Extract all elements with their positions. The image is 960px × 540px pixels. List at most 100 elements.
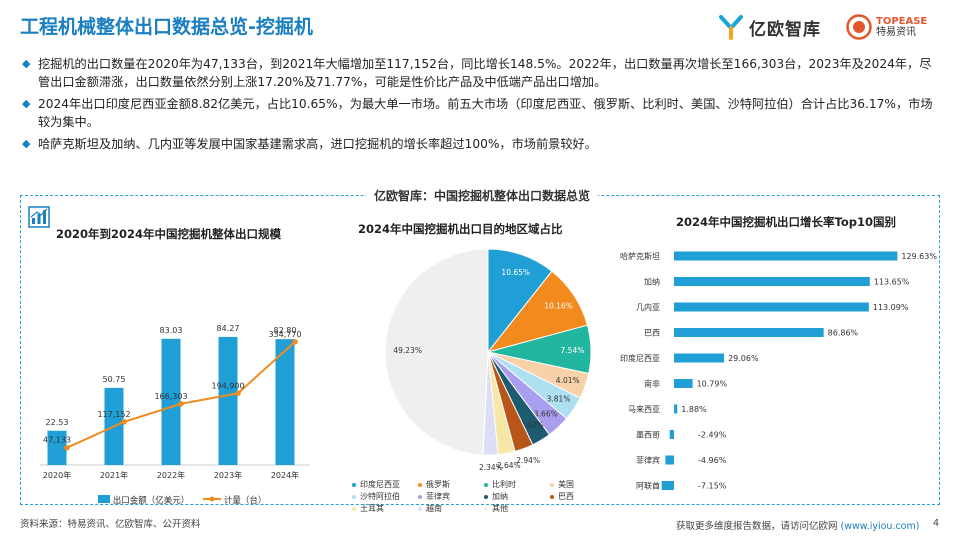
legend-swatch [418, 482, 422, 487]
pie-legend-item: 越南 [418, 503, 442, 514]
legend-swatch [550, 482, 554, 487]
legend-item-amount: 出口金额（亿美元） [98, 494, 189, 506]
legend-swatch [484, 506, 488, 511]
export-scale-chart: 22.53 2020年 50.75 2021年 83.03 2022年 84.27 2023年… [40, 324, 310, 480]
pie-value-label: 3.81% [547, 394, 571, 403]
pie-legend-item: 巴西 [550, 491, 574, 502]
bar-mark [161, 338, 181, 465]
hbar-category-label: 马来西亚 [628, 405, 660, 414]
legend-swatch [484, 494, 488, 499]
line-value-label: 47,133 [43, 436, 71, 445]
source-note: 资料来源：特易资讯、亿欧智库、公开资料 [20, 519, 201, 530]
legend-label: 计量（台） [223, 496, 267, 506]
line-value-label: 166,303 [154, 392, 187, 401]
legend-swatch [352, 482, 356, 487]
hbar-value-label: 129.63% [901, 252, 937, 261]
legend-swatch [550, 494, 554, 499]
x-tick-label: 2021年 [100, 470, 128, 480]
hbar-mark [674, 277, 870, 286]
page-title: 工程机械整体出口数据总览-挖掘机 [20, 16, 313, 38]
pie-legend-item: 比利时 [484, 479, 516, 490]
pie-value-label: 2.34% [479, 463, 503, 472]
hbar-mark [674, 328, 824, 337]
bar-mark [218, 336, 238, 465]
pie-value-label: 7.54% [561, 346, 585, 355]
topease-logo-icon [846, 14, 872, 40]
topease-logo-en: TOPEASE [876, 15, 928, 27]
pie-value-label: 4.01% [556, 376, 580, 385]
hbar-mark [674, 353, 725, 363]
hbar-mark [665, 455, 674, 465]
legend-label: 俄罗斯 [426, 480, 450, 489]
pie-slice [384, 248, 489, 456]
line-value-label: 334,770 [268, 330, 301, 339]
hbar-value-label: 29.06% [728, 354, 759, 363]
yiou-logo: 亿欧智库 [718, 14, 821, 40]
legend-label: 沙特阿拉伯 [360, 492, 400, 501]
legend-label: 土耳其 [360, 504, 384, 513]
pie-value-label: 10.16% [544, 302, 573, 311]
hbar-value-label: 1.88% [681, 405, 707, 414]
bar-value-label: 83.03 [160, 326, 183, 335]
hbar-mark [661, 481, 674, 490]
hbar-category-label: 南非 [644, 379, 660, 389]
pie-value-label: 2.94% [516, 456, 540, 465]
page-number: 4 [933, 518, 940, 529]
x-tick-label: 2024年 [271, 470, 299, 480]
growth-rate-chart: 哈萨克斯坦 129.63% 加纳 113.65% 几内亚 113.09% 巴西 86.86% 印… [620, 251, 937, 491]
footer-more-text: 获取更多维度报告数据，请访问亿欧网 [676, 521, 838, 532]
bullet-text: 挖掘机的出口数量在2020年为47,133台，到2021年大幅增加至117,15… [38, 57, 932, 89]
bar-mark [275, 339, 295, 465]
topease-logo: TOPEASE 特易资讯 [846, 14, 927, 40]
legend-label: 越南 [426, 504, 442, 513]
hbar-category-label: 加纳 [644, 277, 660, 287]
bar-chart-icon [28, 206, 50, 228]
bar-mark [47, 430, 67, 465]
bar-value-label: 84.27 [217, 324, 240, 333]
bullet-text: 哈萨克斯坦及加纳、几内亚等发展中国家基建需求高，进口挖掘机的增长率超过100%，… [38, 137, 597, 151]
legend-label: 菲律宾 [426, 492, 450, 501]
pie-value-label: 3.02% [520, 420, 544, 429]
yiou-logo-icon [719, 15, 743, 40]
footer-url-link[interactable]: (www.iyiou.com) [840, 521, 920, 532]
legend-label: 巴西 [558, 492, 574, 501]
legend-label: 加纳 [492, 492, 508, 501]
legend-swatch [484, 482, 488, 487]
legend-label: 其他 [492, 504, 508, 513]
pie-legend-item: 菲律宾 [418, 491, 450, 502]
bullet-item: ◆ 挖掘机的出口数量在2020年为47,133台，到2021年大幅增加至117,1… [22, 55, 942, 91]
hbar-category-label: 哈萨克斯坦 [620, 251, 660, 261]
legend-label: 美国 [558, 480, 574, 489]
hbar-category-label: 印度尼西亚 [620, 353, 660, 363]
pie-legend-item: 沙特阿拉伯 [352, 491, 400, 502]
bar-chart-legend: 出口金额（亿美元） 计量（台） [98, 494, 266, 506]
line-point [178, 401, 184, 407]
hbar-category-label: 几内亚 [636, 302, 660, 312]
hbar-value-label: 86.86% [828, 329, 859, 338]
pie-legend-item: 其他 [484, 503, 508, 514]
topease-logo-cn: 特易资讯 [876, 26, 916, 38]
hbar-value-label: 113.65% [874, 278, 910, 287]
hbar-mark [674, 404, 678, 414]
pie-value-label: 3.66% [534, 410, 558, 419]
hbar-category-label: 菲律宾 [636, 455, 660, 465]
legend-swatch [418, 494, 422, 499]
bar-value-label: 82.80 [274, 326, 297, 335]
pie-legend-item: 俄罗斯 [418, 479, 450, 490]
pie-chart-title: 2024年中国挖掘机出口目的地区域占比 [358, 222, 563, 236]
yiou-logo-text: 亿欧智库 [749, 19, 821, 40]
x-tick-label: 2022年 [157, 470, 185, 480]
pie-value-label: 49.23% [393, 346, 422, 355]
hbar-chart-title: 2024年中国挖掘机出口增长率Top10国别 [676, 215, 896, 229]
pie-legend-item: 美国 [550, 479, 574, 490]
legend-swatch-line [203, 496, 222, 502]
hbar-value-label: -2.49% [698, 431, 727, 440]
bar-chart-title: 2020年到2024年中国挖掘机整体出口规模 [56, 227, 282, 241]
bullet-item: ◆ 哈萨克斯坦及加纳、几内亚等发展中国家基建需求高，进口挖掘机的增长率超过100%… [22, 135, 942, 153]
hbar-value-label: -7.15% [698, 482, 727, 491]
pie-legend-item: 加纳 [484, 491, 508, 502]
hbar-category-label: 阿联酋 [636, 481, 660, 491]
line-point [121, 419, 127, 425]
legend-label: 出口金额（亿美元） [112, 496, 190, 506]
legend-swatch [418, 506, 422, 511]
